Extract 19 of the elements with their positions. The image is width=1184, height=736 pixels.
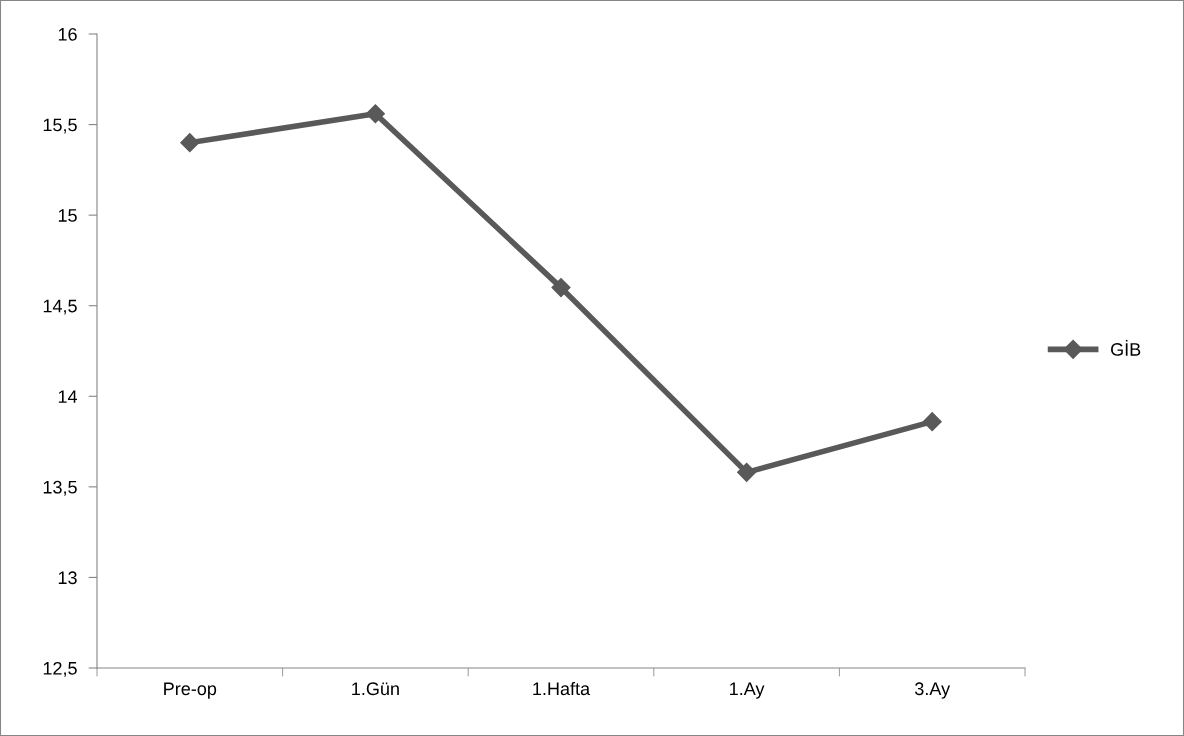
x-tick-label: 3.Ay: [914, 682, 951, 699]
point: [551, 278, 571, 298]
y-tick-label: 13: [58, 571, 77, 585]
y-tick-label: 14,5: [43, 299, 77, 315]
y-tick-label: 16: [58, 27, 77, 41]
point: [737, 462, 757, 482]
y-tick-label: 13,5: [43, 480, 77, 496]
x-tick-label: 1.Hafta: [533, 681, 591, 696]
y-tick-label: 12,5: [43, 661, 77, 677]
x-tick-label: 1.Ay: [730, 682, 765, 699]
point: [180, 133, 200, 153]
x-tick-label: 1.Gün: [352, 682, 399, 696]
y-tick-label: 15,5: [43, 118, 77, 134]
y-tick-label: 15: [58, 209, 77, 222]
x-tick-label: Pre-op: [164, 682, 217, 699]
point: [365, 104, 385, 124]
y-tick-label: 14: [58, 390, 78, 403]
point: [922, 412, 942, 432]
legend-label: GİB: [1111, 340, 1141, 356]
